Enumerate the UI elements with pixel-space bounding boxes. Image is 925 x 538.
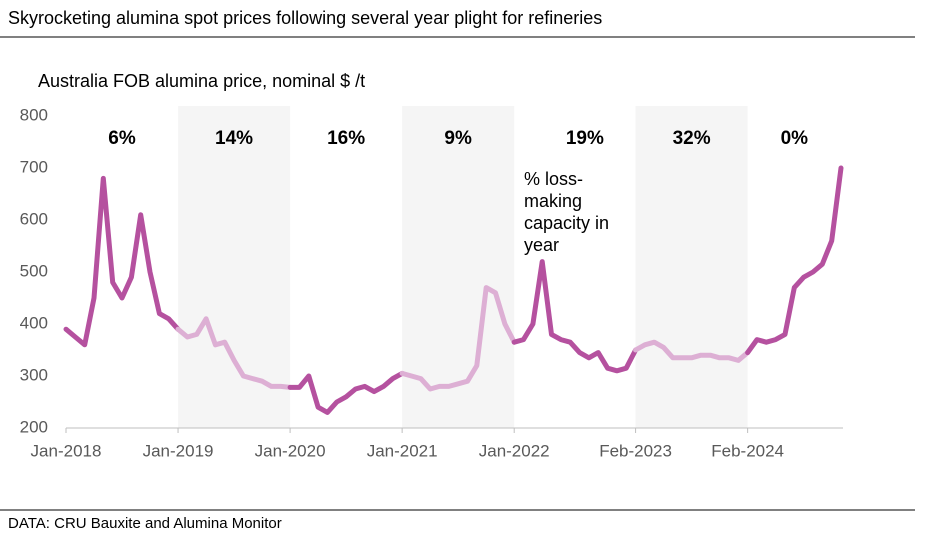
period-label: 32% [673, 128, 711, 149]
x-tick-label: Jan-2019 [143, 441, 214, 460]
shaded-band [635, 106, 748, 428]
annotation-line: making [524, 191, 582, 211]
x-tick-label: Jan-2018 [31, 441, 102, 460]
price-line [287, 370, 405, 415]
annotation-line: % loss- [524, 169, 583, 189]
period-label: 16% [327, 128, 365, 149]
y-tick-label: 700 [20, 157, 48, 176]
period-label: 9% [444, 128, 472, 149]
period-label: 14% [215, 128, 253, 149]
chart-title: Skyrocketing alumina spot prices followi… [8, 8, 602, 28]
shaded-band [402, 106, 515, 428]
y-tick-label: 400 [20, 313, 48, 332]
price-line [745, 165, 844, 356]
annotation-line: capacity in [524, 213, 609, 233]
shaded-band [178, 106, 291, 428]
chart-subtitle: Australia FOB alumina price, nominal $ /… [38, 71, 365, 91]
period-label: 19% [566, 128, 604, 149]
y-tick-label: 500 [20, 261, 48, 280]
x-tick-label: Feb-2023 [599, 441, 672, 460]
price-line [175, 316, 293, 390]
x-tick-label: Jan-2022 [479, 441, 550, 460]
x-tick-label: Feb-2024 [711, 441, 784, 460]
price-line [63, 175, 181, 348]
y-tick-label: 800 [20, 105, 48, 124]
y-tick-label: 600 [20, 209, 48, 228]
period-label: 6% [108, 128, 136, 149]
source: DATA: CRU Bauxite and Alumina Monitor [8, 515, 282, 532]
price-line [633, 339, 751, 363]
annotation-line: year [524, 235, 559, 255]
x-tick-label: Jan-2020 [255, 441, 326, 460]
y-tick-label: 200 [20, 417, 48, 436]
price-line [511, 259, 639, 374]
x-tick-label: Jan-2021 [367, 441, 438, 460]
period-label: 0% [781, 128, 809, 149]
y-tick-label: 300 [20, 365, 48, 384]
price-line [399, 285, 517, 392]
annotation: % loss-making capacity in year [524, 169, 609, 255]
